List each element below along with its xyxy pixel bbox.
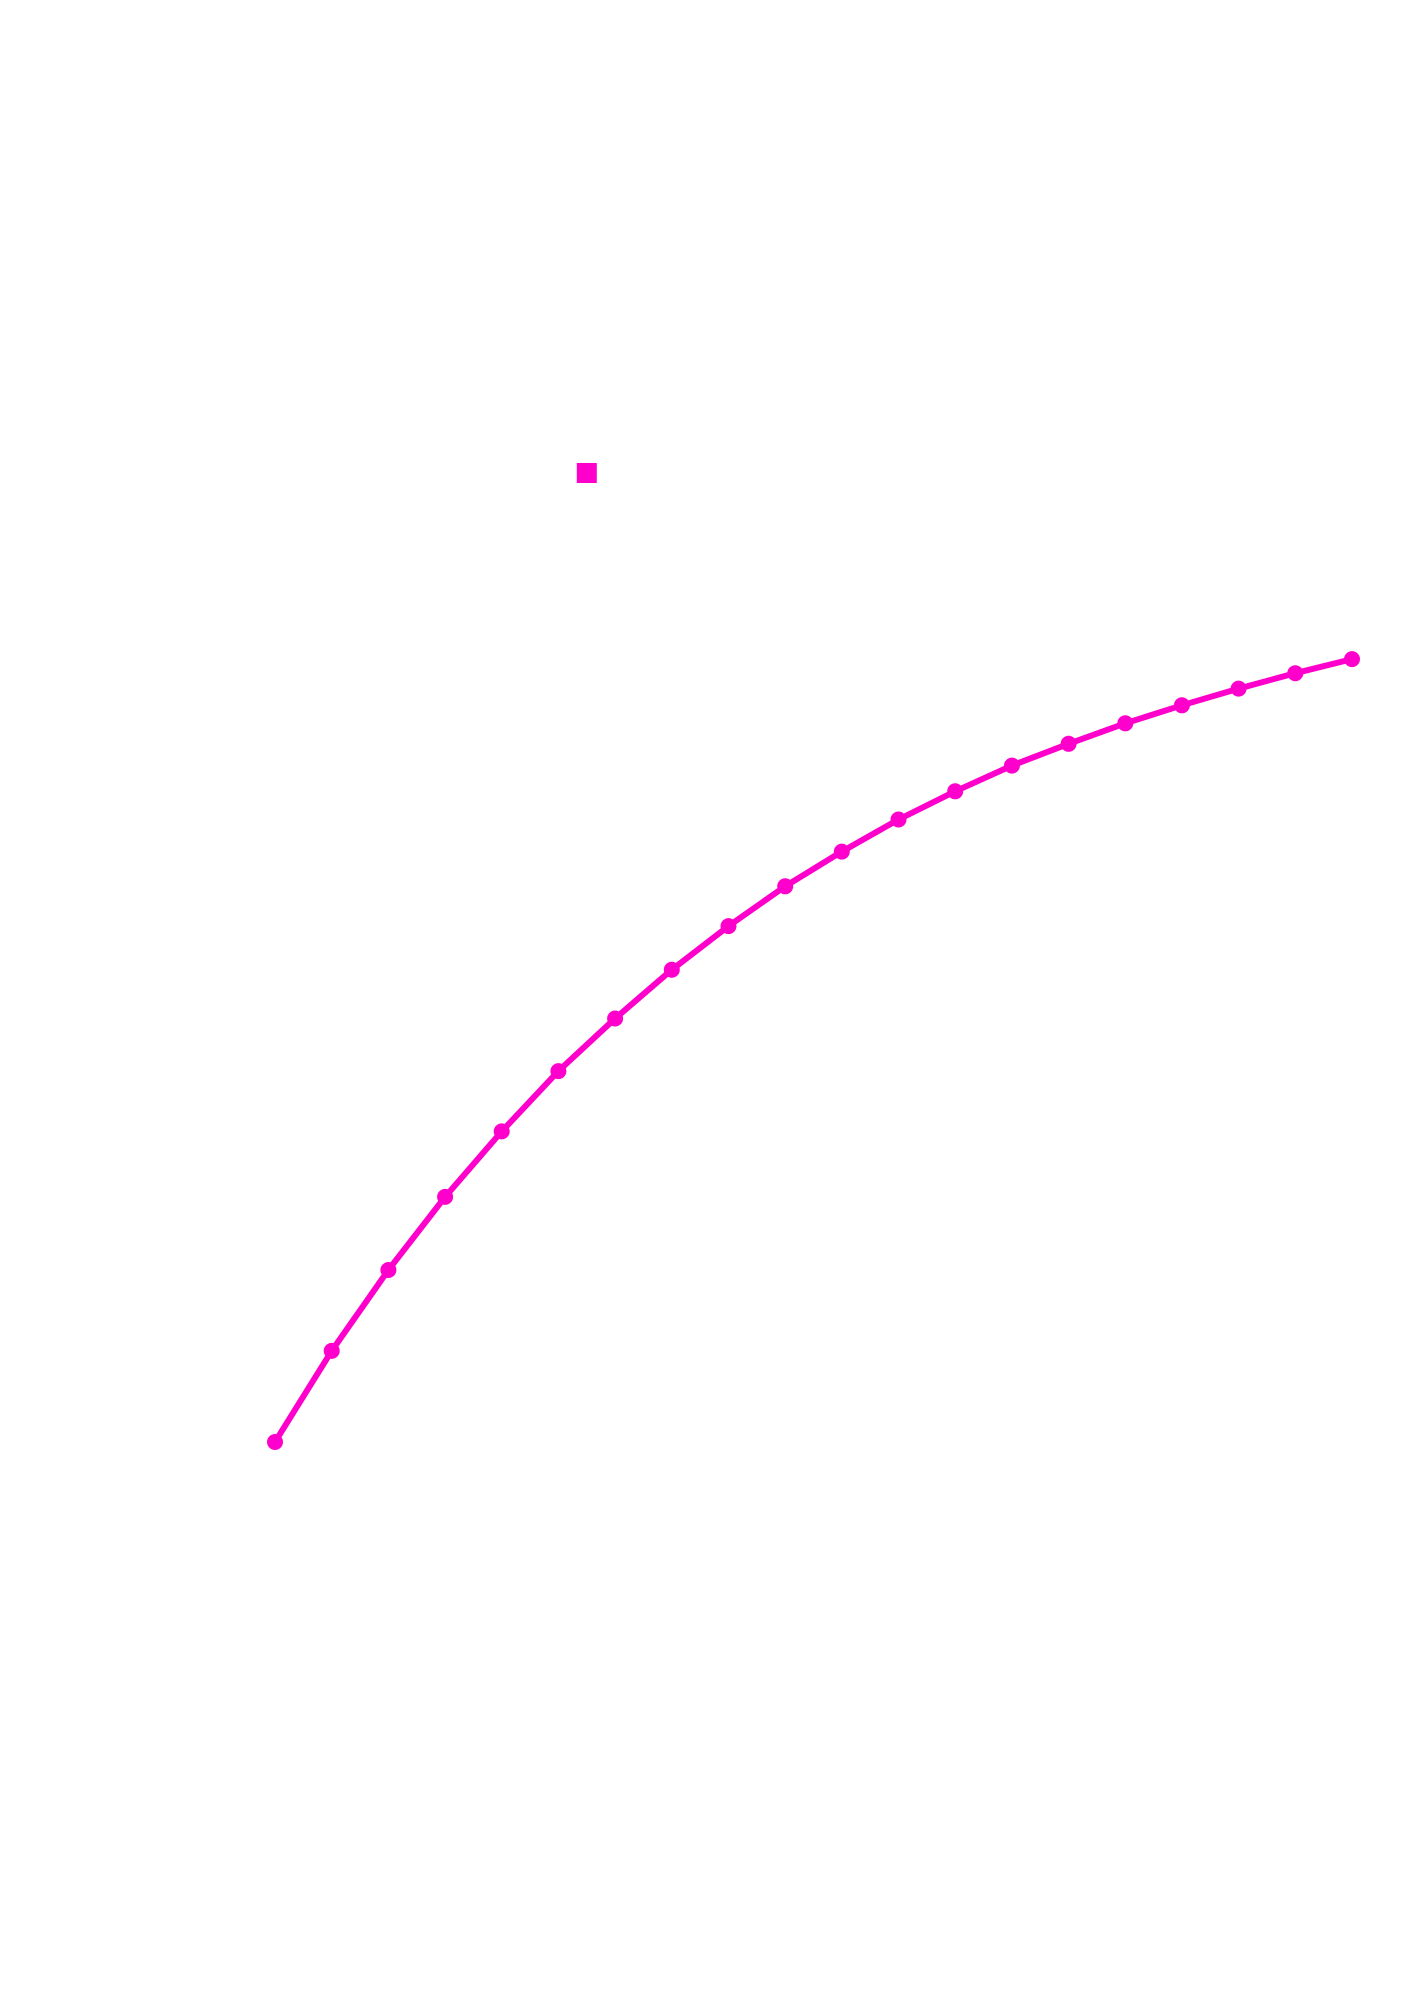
data-point [493,1123,510,1140]
data-point [1344,651,1360,668]
data-point [947,783,964,800]
data-point [607,1010,624,1027]
square-marker [576,463,597,483]
data-point [380,1262,397,1278]
data-point [1287,665,1304,682]
data-point [1173,697,1190,714]
data-point [1230,680,1247,697]
data-point [323,1342,340,1359]
data-point [777,878,794,895]
data-point [720,918,737,935]
data-point [1060,735,1077,752]
series-line [272,656,1355,1445]
data-point [833,843,850,860]
data-point [437,1188,454,1205]
data-point [1003,757,1020,774]
marker-layer [576,463,597,483]
data-point [550,1063,567,1080]
data-point [663,961,680,978]
data-point [267,1434,283,1450]
data-point [1117,715,1134,732]
data-point [890,811,907,828]
series-layer [267,651,1360,1450]
